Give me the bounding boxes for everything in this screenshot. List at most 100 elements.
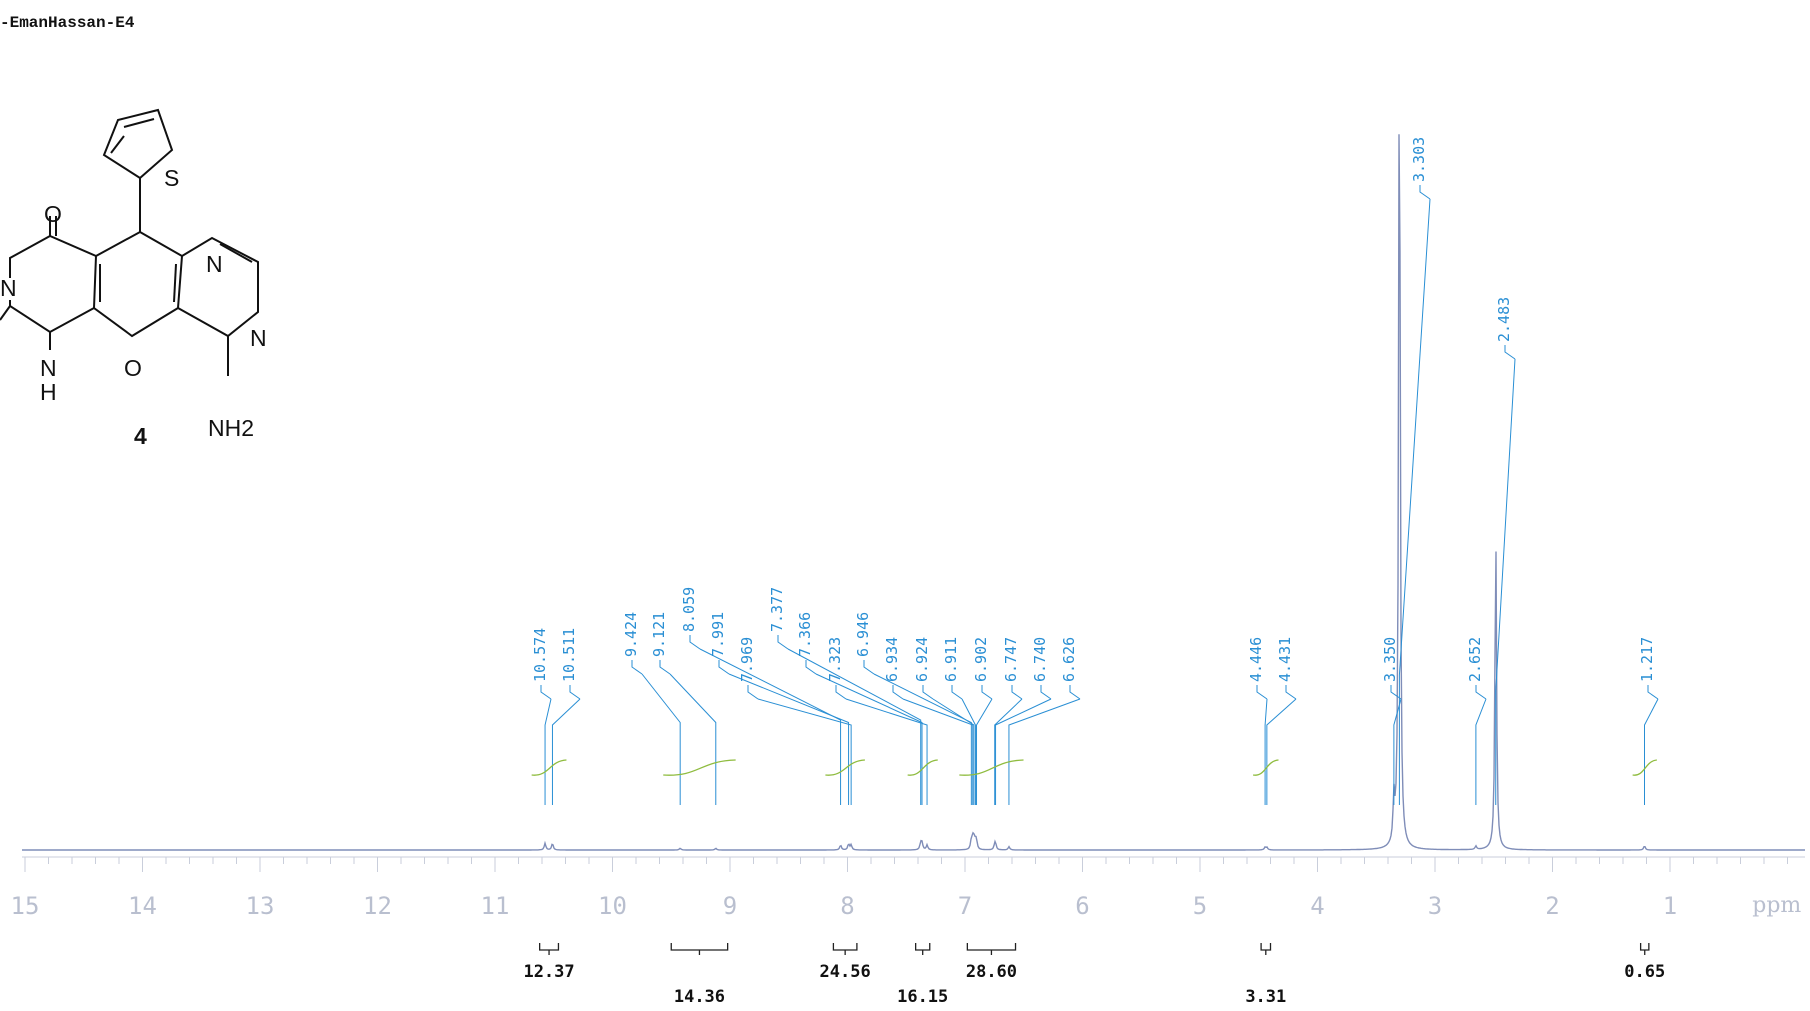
peak-label-tick — [892, 685, 904, 700]
integral-curve — [907, 759, 938, 776]
peak-label-text: 1.217 — [1638, 637, 1656, 682]
integral-value: 24.56 — [820, 962, 871, 982]
peak-label-tick — [540, 685, 552, 700]
integral-bracket — [915, 943, 931, 951]
peak-leader-line — [815, 673, 923, 805]
integral-bracket — [539, 943, 560, 951]
peak-leader-line — [1008, 698, 1081, 805]
integral-curve — [825, 759, 865, 776]
peak-label-text: 2.652 — [1466, 637, 1484, 682]
peak-label-tick — [1256, 685, 1268, 700]
atom-label-ring-o: O — [124, 355, 142, 381]
atom-label-nh2: NH2 — [208, 415, 254, 441]
integral-bracket — [832, 943, 858, 951]
pyrimidinone-ring — [9, 234, 97, 334]
integral-curve — [959, 759, 1024, 776]
peak-label-text: 6.902 — [972, 637, 990, 682]
peak-label-tick — [835, 685, 847, 700]
peak-label-text: 7.366 — [796, 612, 814, 657]
integral-value: 0.65 — [1624, 962, 1665, 982]
peak-label-text: 3.350 — [1381, 637, 1399, 682]
peak-leader-line — [902, 698, 974, 805]
x-tick-label: 12 — [363, 892, 392, 920]
peak-label-text: 8.059 — [680, 587, 698, 632]
pyran-ring — [92, 230, 184, 338]
x-tick-label: 15 — [11, 892, 40, 920]
thiophene-double-bond — [123, 118, 155, 128]
peak-label-text: 10.574 — [531, 628, 549, 682]
peak-label-tick — [951, 685, 963, 700]
peak-leader-line — [787, 648, 922, 805]
x-tick-label: 11 — [481, 892, 510, 920]
peak-label-tick — [689, 635, 701, 650]
peak-leader-line — [873, 673, 972, 805]
x-tick-label: 8 — [840, 892, 854, 920]
integral-bracket — [1639, 943, 1650, 951]
peak-leader-line — [1475, 698, 1487, 805]
peak-label-tick — [863, 660, 875, 675]
integral-bracket — [1260, 943, 1272, 951]
peak-label-text: 10.511 — [560, 628, 578, 682]
peak-leader-line — [961, 698, 976, 805]
x-tick-label: 10 — [598, 892, 627, 920]
peak-leader-line — [728, 673, 850, 805]
peak-label-tick — [1419, 185, 1431, 200]
pyran-double-bond — [173, 263, 177, 303]
peak-label-tick — [1011, 685, 1023, 700]
integral-value: 14.36 — [674, 987, 725, 1007]
peak-label-tick — [805, 660, 817, 675]
integral-value: 12.37 — [523, 962, 574, 982]
peak-leader-line — [994, 698, 1023, 805]
integral-curve — [1632, 759, 1657, 776]
peak-leader-line — [1393, 698, 1402, 805]
peak-label-text: 9.424 — [622, 612, 640, 657]
peak-label-tick — [747, 685, 759, 700]
peak-label-text: 6.626 — [1060, 637, 1078, 682]
peak-leader-line — [551, 698, 581, 805]
peak-label-text: 6.740 — [1031, 637, 1049, 682]
x-tick-label: 4 — [1310, 892, 1324, 920]
peak-label-text: 7.323 — [826, 637, 844, 682]
peak-leader-line — [641, 673, 681, 805]
peak-label-tick — [1390, 685, 1402, 700]
peak-label-tick — [569, 685, 581, 700]
peak-label-tick — [1475, 685, 1487, 700]
x-tick-label: 2 — [1545, 892, 1559, 920]
peak-leader-line — [669, 673, 717, 805]
atom-label-carbonyl-o: O — [44, 201, 62, 227]
chemical-structure — [0, 108, 259, 376]
peak-label-text: 7.377 — [768, 587, 786, 632]
x-tick-label: 9 — [723, 892, 737, 920]
atom-label-n-right: N — [250, 325, 267, 351]
peak-leader-line — [976, 698, 993, 805]
integral-value: 3.31 — [1245, 987, 1286, 1007]
integral-group: 12.37 14.36 24.56 16.15 28.60 3.31 0.65 — [523, 759, 1665, 1007]
x-tick-label: 5 — [1193, 892, 1207, 920]
peak-leader-line — [845, 698, 928, 805]
peak-label-tick — [981, 685, 993, 700]
structure-atom-labels: S O N N N O N H 4 NH2 — [0, 165, 270, 449]
integral-curve — [531, 759, 567, 776]
x-tick-label: 3 — [1428, 892, 1442, 920]
peak-leader-line — [1398, 198, 1431, 805]
peak-label-text: 6.924 — [913, 637, 931, 682]
peak-label-tick — [1647, 685, 1659, 700]
peak-leader-line — [757, 698, 852, 805]
peak-label-text: 6.747 — [1002, 637, 1020, 682]
peak-leader-line — [544, 698, 552, 805]
integral-curve — [1252, 759, 1279, 776]
peak-leader-line — [1264, 698, 1268, 805]
ppm-axis: 15 14 13 12 11 10 9 8 7 6 5 4 3 2 1 ppm — [11, 856, 1805, 920]
peak-leader-line — [1495, 358, 1516, 805]
peak-label-text: 2.483 — [1495, 297, 1513, 342]
atom-label-nh-h: H — [40, 379, 57, 405]
spectrum-trace-group — [22, 134, 1805, 851]
peak-label-text: 7.991 — [709, 612, 727, 657]
x-tick-label: 7 — [958, 892, 972, 920]
atom-label-s: S — [164, 165, 179, 191]
peak-label-tick — [631, 660, 643, 675]
spectrum-trace — [22, 134, 1805, 851]
x-tick-label: 6 — [1075, 892, 1089, 920]
peak-label-tick — [659, 660, 671, 675]
